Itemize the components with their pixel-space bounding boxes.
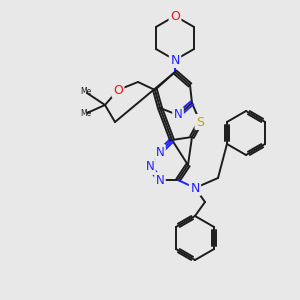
Text: Me: Me — [80, 88, 91, 97]
Text: N: N — [146, 160, 154, 173]
Text: N: N — [190, 182, 200, 194]
Text: N: N — [156, 146, 164, 158]
Text: N: N — [156, 173, 164, 187]
Text: O: O — [170, 10, 180, 22]
Text: S: S — [196, 116, 204, 128]
Text: N: N — [174, 109, 182, 122]
Text: N: N — [170, 53, 180, 67]
Text: Me: Me — [80, 110, 91, 118]
Text: O: O — [113, 83, 123, 97]
